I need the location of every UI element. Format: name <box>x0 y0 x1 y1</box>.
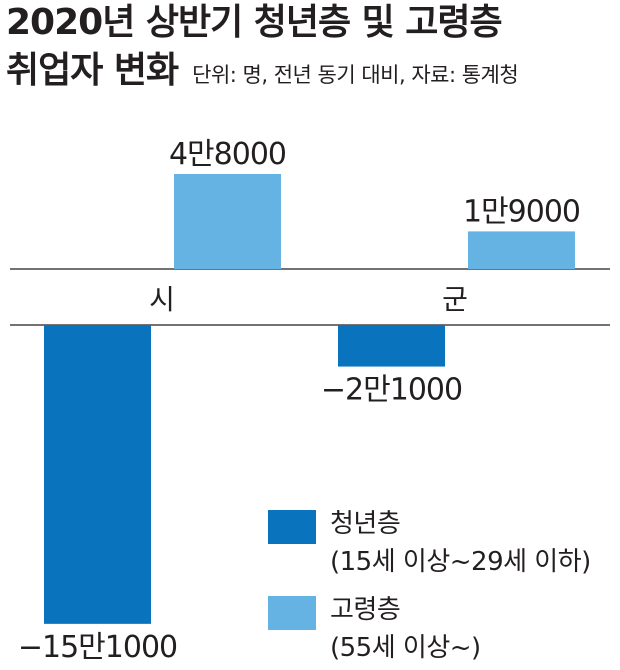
legend-swatch-youth <box>268 510 316 544</box>
bar-youth-0 <box>44 325 151 624</box>
chart-subtitle: 단위: 명, 전년 동기 대비, 자료: 통계청 <box>192 63 519 87</box>
bar-elderly-0 <box>174 174 281 269</box>
data-label-elderly-1: 1만9000 <box>463 194 580 229</box>
legend-note-elderly: (55세 이상~) <box>330 633 481 663</box>
data-label-youth-1: −2만1000 <box>321 373 462 408</box>
legend-label-elderly: 고령층 <box>330 595 401 625</box>
chart-title-line2: 취업자 변화 단위: 명, 전년 동기 대비, 자료: 통계청 <box>6 50 519 96</box>
chart-title: 2020년 상반기 청년층 및 고령층 <box>6 2 503 43</box>
legend-label-youth: 청년층 <box>330 509 401 539</box>
data-label-elderly-0: 4만8000 <box>169 137 286 172</box>
legend: 청년층 (15세 이상~29세 이하) 고령층 (55세 이상~) <box>268 506 618 663</box>
bar-elderly-1 <box>468 231 575 269</box>
data-label-youth-0: −15만1000 <box>18 630 177 665</box>
legend-note-youth: (15세 이상~29세 이하) <box>330 547 591 577</box>
bar-youth-1 <box>338 325 445 367</box>
legend-swatch-elderly <box>268 596 316 630</box>
chart-title-line2-text: 취업자 변화 <box>6 50 179 91</box>
category-label-1: 군 <box>442 283 468 316</box>
category-label-0: 시 <box>149 283 175 316</box>
